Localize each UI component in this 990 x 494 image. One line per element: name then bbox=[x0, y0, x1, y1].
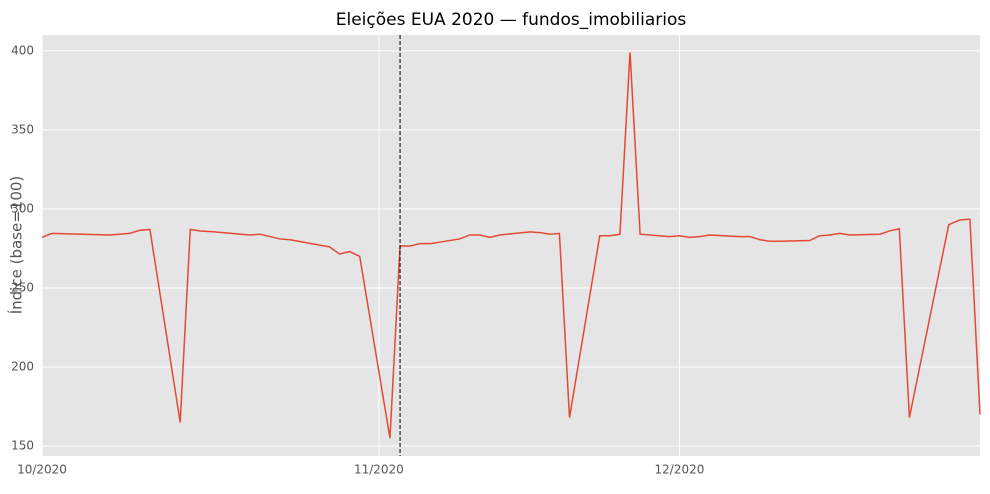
x-tick-label: 11/2020 bbox=[354, 463, 404, 477]
y-tick-label: 200 bbox=[11, 359, 34, 373]
plot-area bbox=[42, 35, 980, 456]
x-tick-label: 12/2020 bbox=[655, 463, 705, 477]
y-tick-label: 150 bbox=[11, 439, 34, 453]
y-tick-label: 400 bbox=[11, 43, 34, 57]
y-tick-label: 300 bbox=[11, 201, 34, 215]
y-tick-label: 350 bbox=[11, 122, 34, 136]
data-line bbox=[41, 52, 981, 439]
y-axis-label: Índice (base=100) bbox=[7, 176, 26, 315]
x-tick-label: 10/2020 bbox=[17, 463, 67, 477]
chart-title: Eleições EUA 2020 — fundos_imobiliarios bbox=[336, 10, 687, 30]
y-tick-label: 250 bbox=[11, 280, 34, 294]
